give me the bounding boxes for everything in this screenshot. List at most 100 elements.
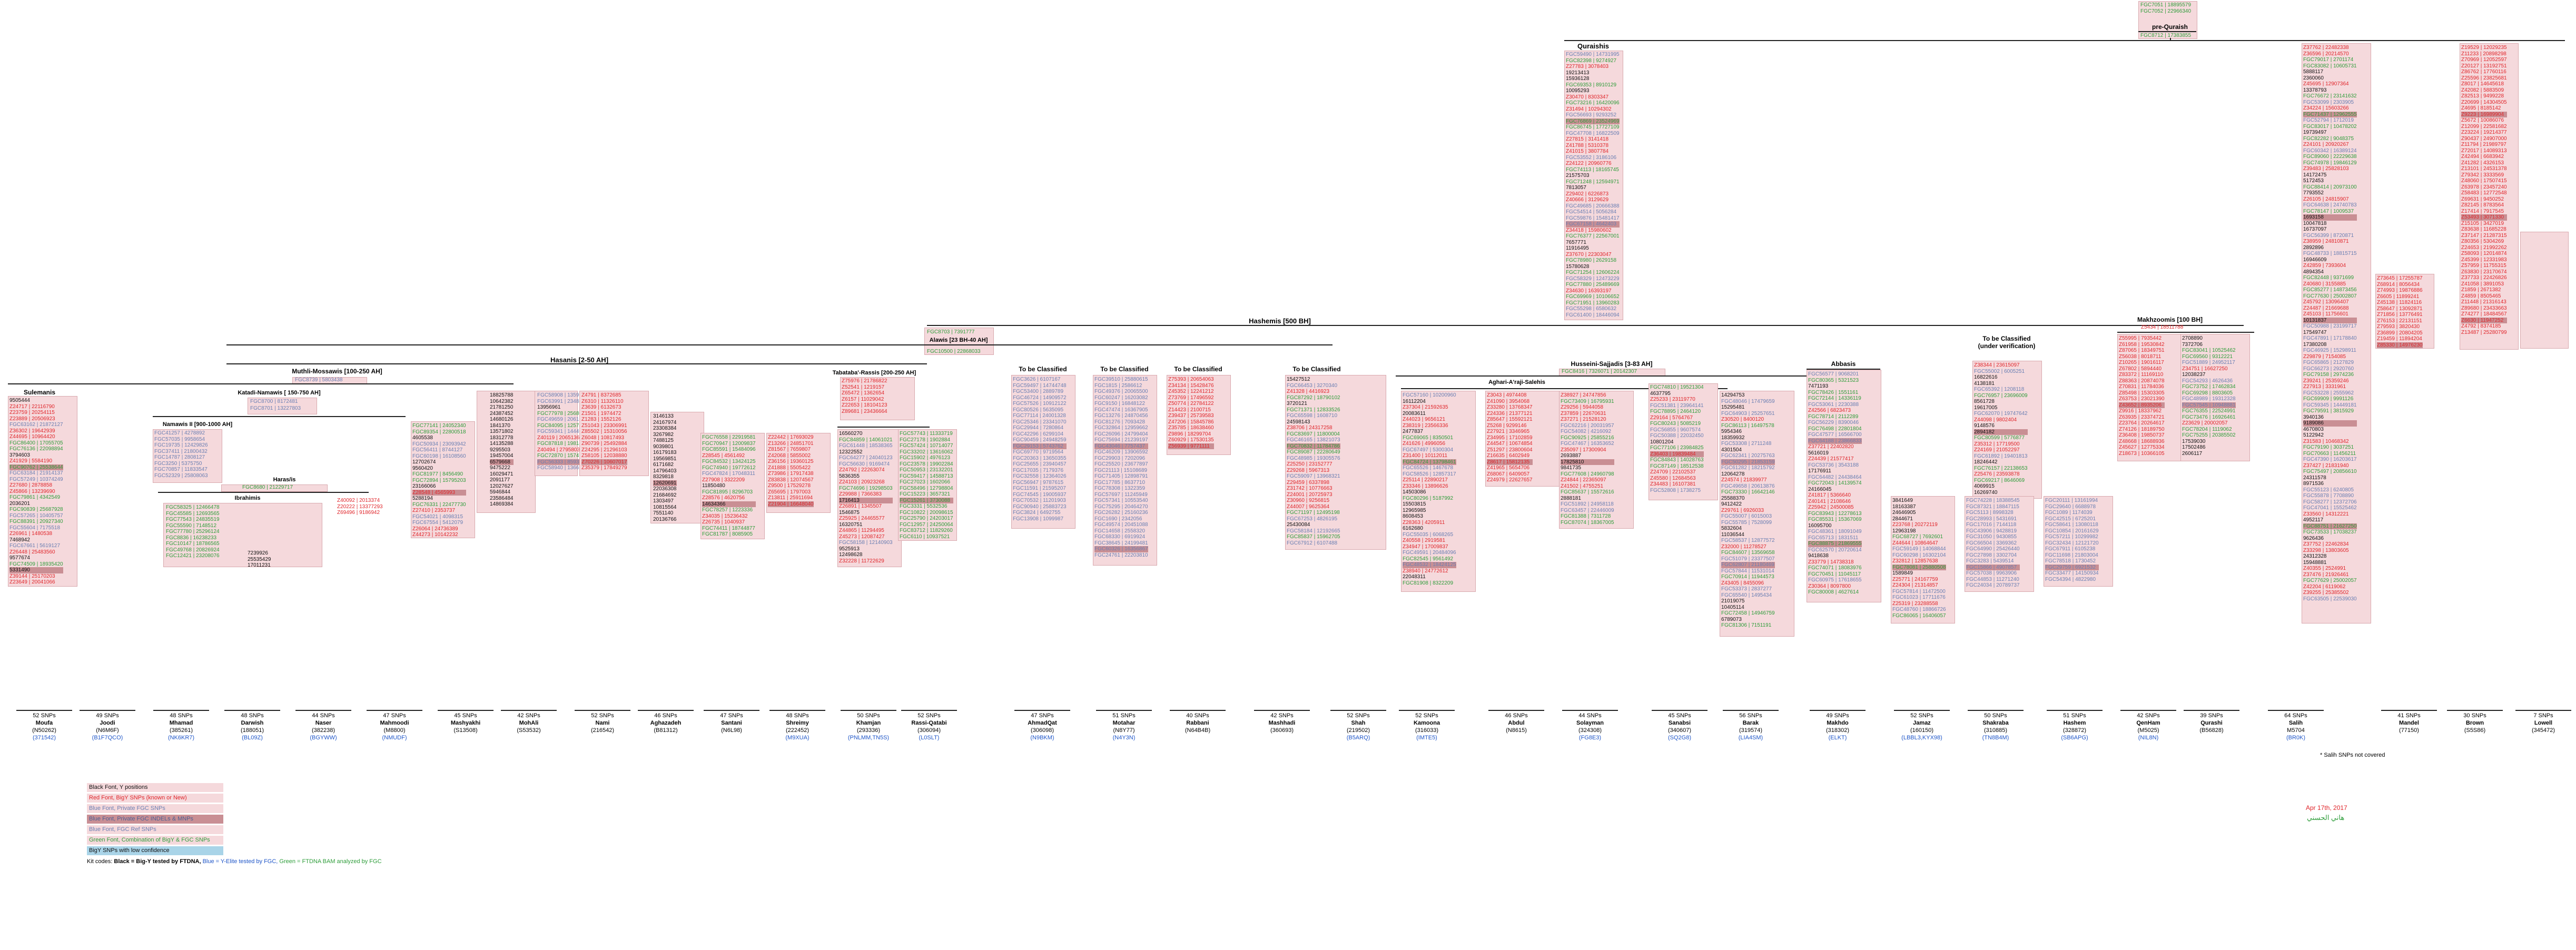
family-kit: (L0SLT) xyxy=(919,735,940,741)
snp-entry: FGC61400 | 18446094 xyxy=(1566,312,1620,318)
snp-entry: Z85502 | 15310056 xyxy=(581,429,627,434)
snp-entry: Z28548 | 4565993 xyxy=(412,489,466,496)
santani-snp-list: FGC76558 | 22919581 FGC70947 | 12009837 FG… xyxy=(702,434,756,538)
snp-entry: Z31494 | 10294302 xyxy=(1566,106,1612,112)
snp-entry: FGC10147 | 18786565 xyxy=(166,541,220,547)
snp-entry: 19569851 xyxy=(653,456,677,462)
snp-entry: FGC52329 | 25808063 xyxy=(154,472,208,479)
snp-entry: Z24439 | 21577417 xyxy=(1808,456,1854,462)
family-abdul: 46 SNPs Abdul (N8615) xyxy=(1485,710,1547,734)
family-snp-count: 42 SNPs xyxy=(1270,712,1294,719)
snp-entry: 17502486 xyxy=(2182,444,2206,450)
quraishis-snp-list: FGC59490 | 14731995 FGC82398 | 9274927 Z27… xyxy=(1566,52,1620,318)
tree-trunk-harasis xyxy=(158,492,369,493)
snp-entry: Z44695 | 10964420 xyxy=(9,434,55,440)
quraishis-box xyxy=(1564,51,1623,320)
snp-entry: FGC48046 | 17479659 xyxy=(1721,398,1775,404)
family-aghazadeh: 46 SNPs Aghazadeh (B81312) xyxy=(635,710,697,734)
snp-entry: Z83638 | 11685228 xyxy=(2461,226,2506,232)
snp-entry: FGC74810 | 19521304 xyxy=(1650,384,1704,390)
snp-entry: Z25925 | 24465577 xyxy=(839,516,885,521)
family-mohali: 42 SNPs MohAli (S53532) xyxy=(498,710,560,734)
snp-entry: Z27921 | 3346965 xyxy=(1487,429,1530,434)
snp-entry: Z11794 | 21989797 xyxy=(2461,142,2506,147)
family-connector xyxy=(1254,710,1310,711)
snp-entry: FGC69909 | 9991126 xyxy=(2303,396,2354,402)
snp-entry: 8971536 xyxy=(2303,481,2324,487)
snp-entry: Z38319 | 23566336 xyxy=(1403,422,1448,429)
family-rabbani: 40 SNPs Rabbani (N64B4B) xyxy=(1167,710,1229,734)
snp-entry: FGC84724 | 13798461 xyxy=(1403,459,1456,465)
family-snp-count: 52 SNPs xyxy=(1347,712,1370,719)
snp-entry: Z41058 | 3891053 xyxy=(2461,281,2504,287)
snp-entry: 5331490 xyxy=(9,567,63,573)
ibrahimis-snp-list-2: 7239926 25535429 17011231 xyxy=(248,550,271,569)
family-snp-count: 56 SNPs xyxy=(1739,712,1762,719)
legend-item: Blue Font, Private FGC SNPs xyxy=(87,804,223,813)
shakraba-box xyxy=(1965,496,2034,592)
family-kit: (TN8B4M) xyxy=(1982,735,2009,741)
snp-entry: FGC69969 | 10106652 xyxy=(1566,294,1620,300)
qurashi-box xyxy=(2180,334,2250,461)
snp-entry: FGC63184 | 21914137 xyxy=(9,470,63,476)
snp-entry: FGC84607 | 13569658 xyxy=(1721,550,1775,556)
snp-entry: FGC56630 | 9169474 xyxy=(839,461,890,467)
snp-entry: FGC77780 | 25296124 xyxy=(166,529,220,535)
snp-entry: Z37752 | 22462834 xyxy=(2303,541,2349,547)
snp-entry: FGC72894 | 15795203 xyxy=(412,477,466,483)
snp-entry: 10047818 xyxy=(2303,220,2327,226)
family-connector xyxy=(2184,710,2239,711)
snp-entry: Z34483 | 16107381 xyxy=(1650,481,1696,487)
snp-entry: Z24101 | 20920267 xyxy=(2303,142,2349,147)
snp-entry: FGC3250 | 5375750 xyxy=(154,460,202,467)
family-snp-count: 30 SNPs xyxy=(2463,712,2486,719)
family-kit: (BGYWW) xyxy=(310,735,337,741)
snp-entry: FGC29153 | 5743762 xyxy=(1013,443,1067,449)
snp-entry: FGC48532 | 18424125 xyxy=(1403,562,1456,568)
family-kamoona: 52 SNPs Kamoona (316033) (IMTE5) xyxy=(1396,710,1458,741)
snp-entry: FGC84843 | 14028763 xyxy=(1650,457,1704,463)
snp-entry: Z41965 | 5654706 xyxy=(1487,465,1530,471)
snp-entry: 9626436 xyxy=(2303,535,2324,541)
family-snp-count: 52 SNPs xyxy=(1910,712,1933,719)
snp-entry: 14796403 xyxy=(653,468,677,474)
snp-entry: Z33298 | 13803605 xyxy=(2303,547,2349,553)
snp-entry: Z68914 | 8056434 xyxy=(2377,281,2420,288)
snp-entry: FGC63162 | 21872127 xyxy=(9,422,63,428)
family-code: (324308) xyxy=(1578,727,1602,734)
snp-entry: FGC80599 | 5776877 xyxy=(1974,435,2025,441)
snp-entry: Z10265 | 19016117 xyxy=(2119,360,2164,365)
snp-entry: 9412422 xyxy=(1721,501,1742,507)
snp-entry: Z25942 | 24500085 xyxy=(1808,504,1854,510)
snp-entry: FGC27898 | 3302704 xyxy=(1966,552,2017,558)
family-connector xyxy=(1014,710,1070,711)
family-snp-count: 52 SNPs xyxy=(33,712,56,719)
snp-entry: Z25250 | 23152777 xyxy=(1287,461,1333,467)
snp-entry: FGC87292 | 18790102 xyxy=(1287,394,1340,401)
snp-entry: FGC78426 | 1551161 xyxy=(1808,389,1859,395)
family-name: Darwish xyxy=(241,720,264,726)
family-code: (M8800) xyxy=(383,727,406,734)
snp-entry: 13571802 xyxy=(490,429,514,434)
snp-entry: FGC65713 | 1831511 xyxy=(1808,535,1859,541)
family-code: (293336) xyxy=(856,727,881,734)
snp-entry: Z27913 | 3331961 xyxy=(2303,384,2346,390)
snp-entry: 12702674 xyxy=(412,459,436,465)
family-name: AhmadQat xyxy=(1028,720,1057,726)
snp-entry: 16946609 xyxy=(2303,256,2327,263)
snp-entry: FGC44853 | 11271240 xyxy=(1966,576,2019,582)
snp-entry: 9505444 xyxy=(9,398,30,403)
family-name: Brown xyxy=(2465,720,2484,726)
snp-entry: FGC17016 | 7144118 xyxy=(1966,522,2017,528)
snp-entry: 3841649 xyxy=(1892,498,1913,503)
family-code: (328872) xyxy=(2062,727,2087,734)
snp-entry: 13378793 xyxy=(2303,87,2327,93)
snp-entry: 4069915 xyxy=(1974,483,1995,489)
snp-entry: FGC74940 | 19772612 xyxy=(702,464,756,471)
snp-entry: 10095293 xyxy=(1566,88,1590,94)
snp-entry: FGC85277 | 14873456 xyxy=(2303,287,2357,293)
snp-entry: Z29164 | 5764767 xyxy=(1650,414,1693,421)
snp-entry: Z44007 | 9625364 xyxy=(1287,503,1330,510)
snp-entry: Z13811 | 25911694 xyxy=(768,495,813,501)
snp-entry: Z69496 | 9186942 xyxy=(337,510,380,516)
